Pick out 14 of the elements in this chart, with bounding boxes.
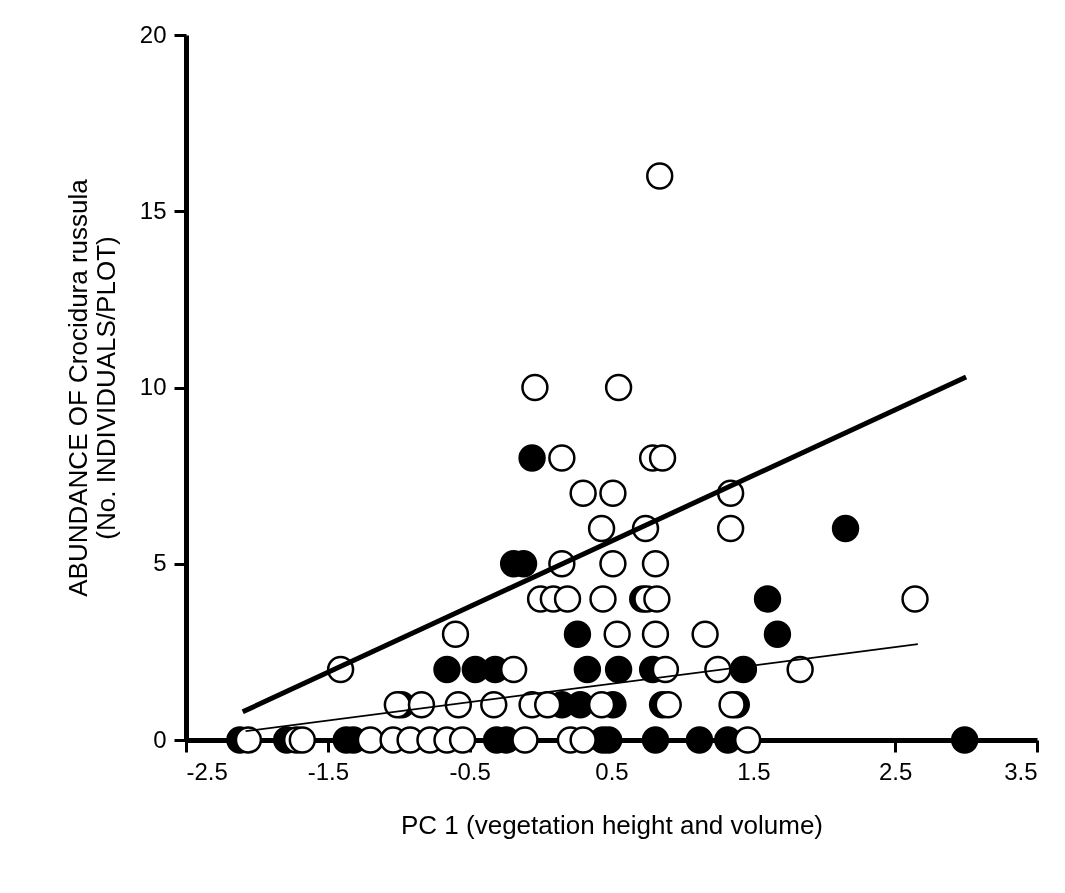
x-tick-label: 1.5 [737, 757, 771, 785]
y-tick-label: 5 [153, 549, 167, 577]
y-tick-label: 20 [139, 20, 167, 48]
x-tick-label: -1.5 [307, 757, 350, 785]
x-tick-label: -0.5 [449, 757, 491, 785]
y-tick-label: 10 [139, 373, 167, 400]
y-tick-label: 15 [139, 196, 167, 224]
x-axis-title: PC 1 (vegetation height and volume) [400, 809, 824, 840]
x-tick-label: 2.5 [878, 757, 913, 785]
y-tick-label: 0 [153, 725, 167, 753]
x-tick-label: -2.5 [186, 757, 228, 785]
y-axis-title: ABUNDANCE OF Crocidura russula (No. INDIVIDUALS/PLOT) [62, 178, 121, 597]
x-tick-label: 3.5 [1004, 757, 1038, 785]
x-tick-label: 0.5 [595, 757, 629, 785]
